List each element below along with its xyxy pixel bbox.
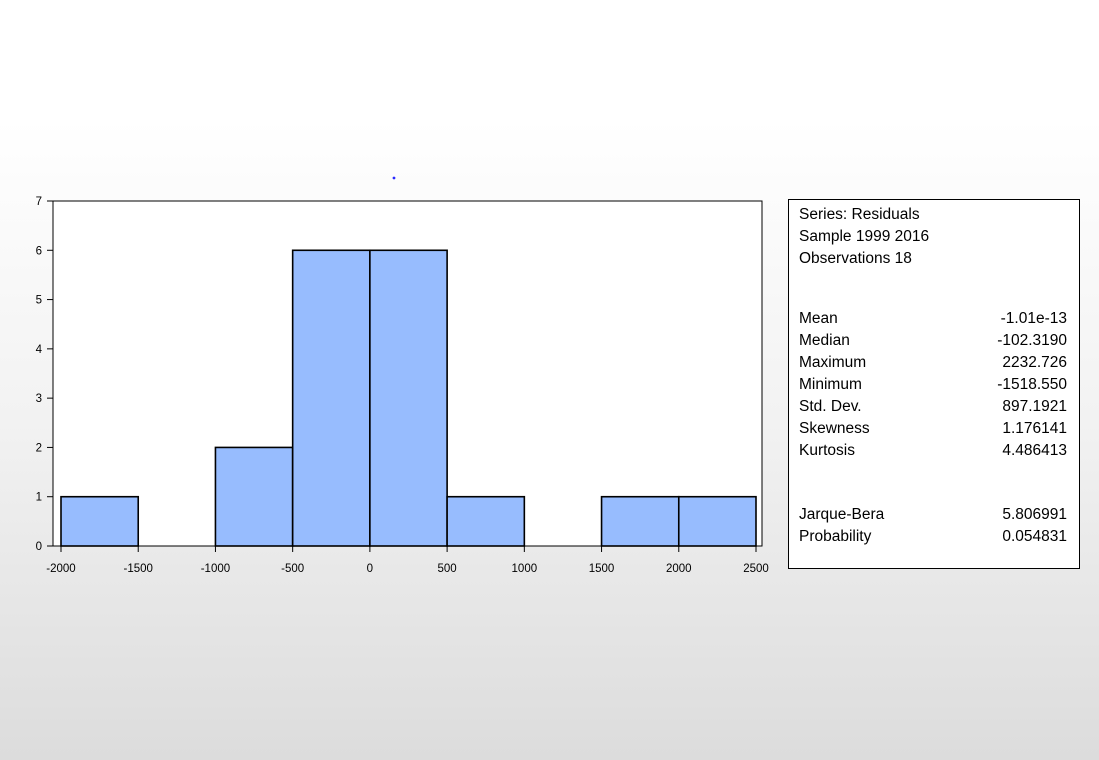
stat-row-skewness: Skewness 1.176141 — [799, 420, 1067, 442]
stat-value: 897.1921 — [1002, 398, 1067, 415]
y-tick-label: 7 — [36, 196, 42, 208]
stat-row-mean: Mean -1.01e-13 — [799, 310, 1067, 332]
stat-value: 4.486413 — [1002, 442, 1067, 459]
x-tick-label: -1000 — [201, 563, 230, 575]
y-tick-label: 4 — [36, 344, 43, 356]
y-tick-label: 1 — [36, 492, 42, 504]
x-tick-label: 2000 — [666, 563, 692, 575]
histogram-bar-3 — [291, 249, 371, 547]
y-tick-label: 3 — [36, 393, 42, 405]
x-tick-label: -500 — [281, 563, 304, 575]
stat-value: 1.176141 — [1002, 420, 1067, 437]
histogram-bar-2 — [214, 446, 294, 547]
stat-value: 2232.726 — [1002, 354, 1067, 371]
stat-value: 0.054831 — [1002, 528, 1067, 545]
histogram-bar-7 — [600, 495, 680, 547]
histogram-bar-5 — [446, 495, 526, 547]
histogram-bar-0 — [60, 495, 140, 547]
sample-range-line: Sample 1999 2016 — [799, 228, 930, 245]
histogram-bar-4 — [369, 249, 448, 547]
stat-label: Jarque-Bera — [799, 506, 885, 523]
x-tick-label: 1000 — [512, 563, 538, 575]
statistics-panel: Series: Residuals Sample 1999 2016 Obser… — [788, 199, 1080, 569]
stat-value: 5.806991 — [1002, 506, 1067, 523]
y-tick-label: 5 — [36, 295, 42, 307]
x-tick-label: 500 — [438, 563, 457, 575]
stat-label: Minimum — [799, 376, 862, 393]
y-tick-label: 2 — [36, 442, 42, 454]
stat-value: -102.3190 — [997, 332, 1067, 349]
histogram-bar-8 — [677, 495, 757, 547]
stat-row-median: Median -102.3190 — [799, 332, 1067, 354]
stat-label: Skewness — [799, 420, 870, 437]
stat-label: Probability — [799, 528, 872, 545]
x-tick-label: -1500 — [124, 563, 153, 575]
x-tick-label: 2500 — [743, 563, 769, 575]
x-tick-label: 1500 — [589, 563, 615, 575]
stat-row-kurtosis: Kurtosis 4.486413 — [799, 442, 1067, 464]
observations-line: Observations 18 — [799, 250, 912, 267]
y-tick-label: 0 — [36, 541, 42, 553]
y-tick-label: 6 — [36, 245, 42, 257]
x-tick-label: -2000 — [46, 563, 75, 575]
stat-value: -1.01e-13 — [1000, 310, 1067, 327]
stat-label: Median — [799, 332, 850, 349]
stat-label: Maximum — [799, 354, 867, 371]
stat-row-probability: Probability 0.054831 — [799, 528, 1067, 550]
stat-row-std-dev: Std. Dev. 897.1921 — [799, 398, 1067, 420]
stat-value: -1518.550 — [997, 376, 1067, 393]
series-name-line: Series: Residuals — [799, 206, 920, 223]
stat-row-minimum: Minimum -1518.550 — [799, 376, 1067, 398]
stat-row-jarque-bera: Jarque-Bera 5.806991 — [799, 506, 1067, 528]
stat-label: Mean — [799, 310, 838, 327]
stat-label: Std. Dev. — [799, 398, 862, 415]
stat-label: Kurtosis — [799, 442, 855, 459]
stray-marker-dot — [392, 176, 396, 180]
x-tick-label: 0 — [367, 563, 373, 575]
stat-row-maximum: Maximum 2232.726 — [799, 354, 1067, 376]
